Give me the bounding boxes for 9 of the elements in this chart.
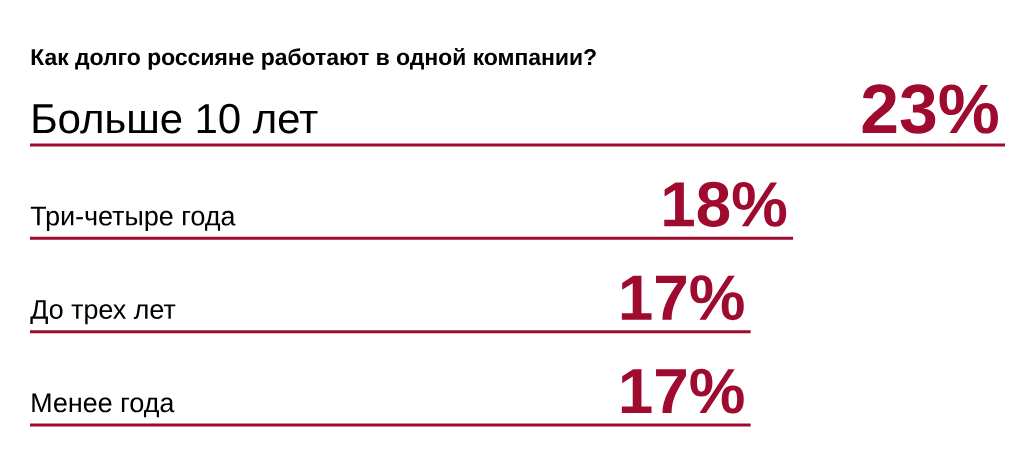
data-label: 18% (664, 181, 787, 227)
data-label: 17% (621, 275, 744, 321)
y-tick-label: Больше 10 лет (33, 103, 318, 134)
chart-title: Как долго россияне работают в одной компании? (31, 47, 596, 70)
y-tick-label: Три-четыре года (30, 206, 236, 231)
data-label: 23% (862, 84, 998, 134)
y-tick-label: Менее года (32, 393, 175, 418)
y-tick-label: До трех лет (30, 300, 176, 325)
data-label: 17% (621, 368, 744, 414)
